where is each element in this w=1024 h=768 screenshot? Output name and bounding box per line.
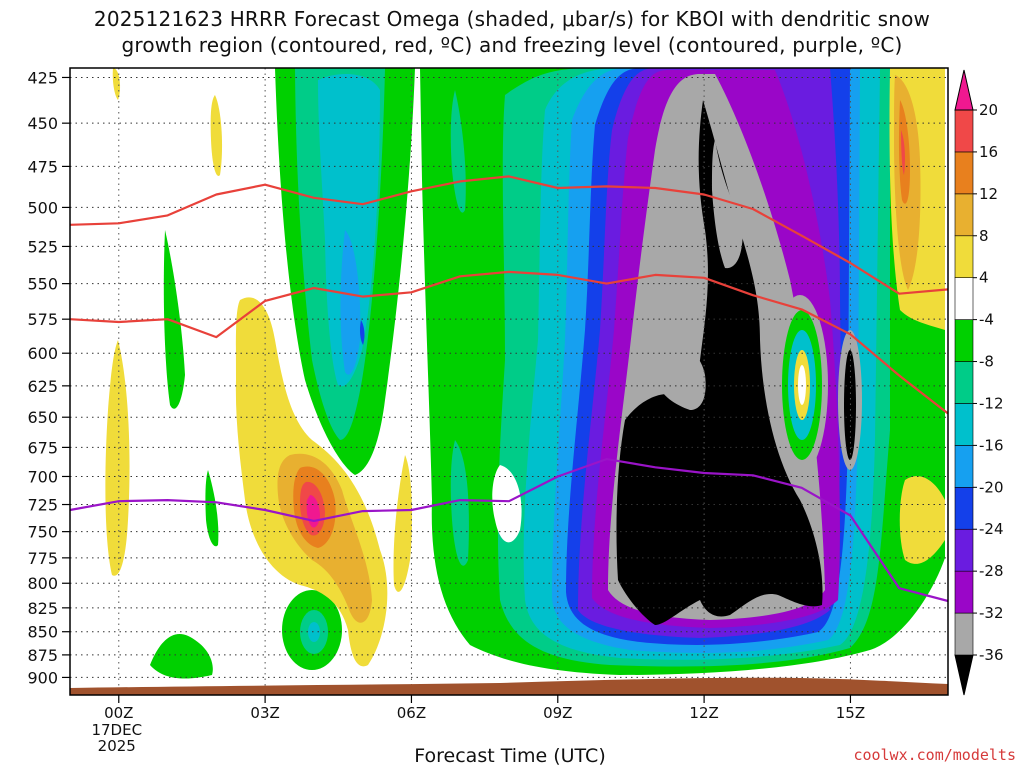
colorbar-band (954, 277, 974, 320)
y-tick-label: 825 (27, 599, 58, 618)
contour-lines (69, 175, 949, 603)
y-tick-label: 875 (27, 646, 58, 665)
colorbar-band (954, 570, 974, 614)
omega-positive (105, 68, 945, 667)
colorbar-band (954, 487, 974, 530)
colorbar-label: 16 (979, 143, 998, 161)
colorbar-label: -12 (979, 394, 1004, 412)
x-tick-label: 09Z (543, 704, 572, 722)
omega-core (616, 100, 823, 625)
colorbar-arrow-high (954, 69, 974, 111)
colorbar-label: -16 (979, 436, 1004, 454)
contour-series-line (69, 175, 949, 295)
colorbar-label: 4 (979, 269, 989, 287)
colorbar-band (954, 361, 974, 404)
x-axis-title: Forecast Time (UTC) (414, 745, 606, 767)
omega-secondary-max (772, 295, 862, 475)
contour-series-line (69, 458, 949, 603)
x-tick-label: 15Z (836, 704, 865, 722)
contour-series-line (69, 270, 949, 415)
colorbar-band (954, 319, 974, 362)
y-tick-label: 650 (27, 408, 58, 427)
y-tick-label: 750 (27, 523, 58, 542)
colorbar-band (954, 445, 974, 488)
x-tick-label: 00Z (104, 704, 133, 722)
y-tick-label: 625 (27, 377, 58, 396)
y-tick-label: 525 (27, 237, 58, 256)
colorbar: -36 -32 -28 -24 -20 -16 -12 -8 -4 4 8 12 16 20 (954, 69, 1004, 696)
colorbar-label: -24 (979, 520, 1004, 538)
chart-title-line-1: 2025121623 HRRR Forecast Omega (shaded, … (93, 7, 931, 31)
plot-frame (69, 67, 949, 696)
colorbar-arrow-low (954, 654, 974, 696)
y-tick-label: 425 (27, 68, 58, 87)
colorbar-label: 8 (979, 227, 989, 245)
y-axis: 425 450 475 500 525 550 575 600 625 650 675 700 725 7… (27, 68, 70, 687)
terrain (70, 677, 948, 695)
y-tick-label: 800 (27, 574, 58, 593)
colorbar-band (954, 403, 974, 446)
y-tick-label: 700 (27, 467, 58, 486)
colorbar-label: -4 (979, 311, 994, 329)
colorbar-band (954, 193, 974, 237)
omega-left-plume (150, 68, 522, 679)
colorbar-label: -28 (979, 562, 1004, 580)
chart-title: 2025121623 HRRR Forecast Omega (shaded, … (0, 6, 1024, 58)
grid (70, 68, 948, 695)
colorbar-label: -8 (979, 353, 994, 371)
colorbar-label: -36 (979, 646, 1004, 664)
y-tick-label: 675 (27, 438, 58, 457)
y-tick-label: 575 (27, 310, 58, 329)
colorbar-band (954, 528, 974, 572)
x-tick-label: 03Z (250, 704, 279, 722)
colorbar-band (954, 612, 974, 656)
omega-field (105, 68, 945, 679)
y-tick-label: 900 (27, 668, 58, 687)
chart-title-line-2: growth region (contoured, red, ºC) and f… (121, 33, 903, 57)
colorbar-label: 20 (979, 101, 998, 119)
colorbar-label: 12 (979, 185, 998, 203)
x-tick-label: 12Z (689, 704, 718, 722)
x-tick-sublabel: 2025 (98, 737, 136, 755)
y-tick-label: 600 (27, 344, 58, 363)
y-tick-label: 475 (27, 157, 58, 176)
credit-label: coolwx.com/modelts (853, 746, 1016, 764)
colorbar-band (954, 151, 974, 195)
y-tick-label: 500 (27, 198, 58, 217)
y-tick-label: 775 (27, 549, 58, 568)
colorbar-label: -32 (979, 604, 1004, 622)
x-tick-sublabel: 17DEC (91, 721, 142, 739)
colorbar-label: -20 (979, 478, 1004, 496)
y-tick-label: 725 (27, 496, 58, 515)
y-tick-label: 450 (27, 114, 58, 133)
y-tick-label: 850 (27, 623, 58, 642)
y-tick-label: 550 (27, 275, 58, 294)
x-tick-label: 06Z (397, 704, 426, 722)
colorbar-band (954, 235, 974, 278)
colorbar-band (954, 109, 974, 153)
